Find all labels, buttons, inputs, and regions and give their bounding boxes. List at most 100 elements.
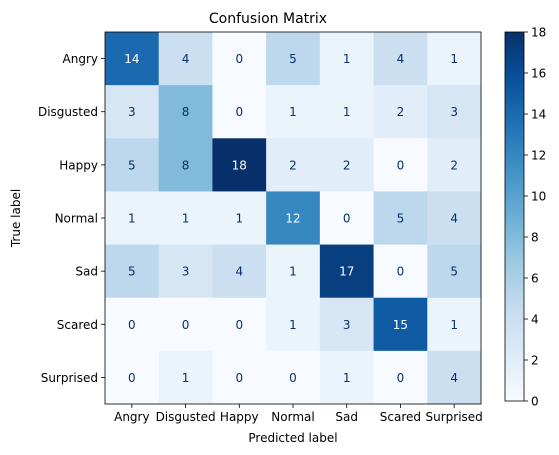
heatmap-cell xyxy=(158,32,213,86)
heatmap-cell xyxy=(266,350,321,405)
heatmap-cell-value: 3 xyxy=(182,265,190,279)
heatmap-cell-labels: 14 4 0 5 1 4 13 8 0 1 1 2 35 8 18 2 2 0 21 1 1 12 0 5 45 3 4 1 17 0 50… xyxy=(124,52,458,385)
x-tick-label: Surprised xyxy=(425,410,482,424)
heatmap-cell-value: 1 xyxy=(450,52,458,66)
heatmap-cell-value: 2 xyxy=(343,158,351,172)
heatmap-cell-value: 0 xyxy=(397,158,405,172)
chart-title: Confusion Matrix xyxy=(209,11,327,27)
colorbar-tick-label: 18 xyxy=(531,26,546,40)
y-axis-ticks: Angry Disgusted Happy Normal Sad Scared Surpri… xyxy=(38,52,105,385)
heatmap-cell-value: 4 xyxy=(450,371,458,385)
heatmap-cell xyxy=(427,191,482,246)
heatmap-cell xyxy=(105,350,160,405)
heatmap-cell-value: 2 xyxy=(289,158,297,172)
colorbar: 0 2 4 6 8 10 12 14 16 18 xyxy=(504,26,546,409)
heatmap-cell xyxy=(427,138,482,192)
heatmap-cell xyxy=(266,32,321,86)
heatmap-cell xyxy=(212,32,267,86)
heatmap-cell xyxy=(373,85,428,139)
heatmap-cell-value: 1 xyxy=(235,212,243,226)
heatmap-cell xyxy=(266,191,321,246)
heatmap-cell-value: 0 xyxy=(128,371,136,385)
y-axis-label: True label xyxy=(9,189,23,248)
heatmap-cell xyxy=(427,244,482,299)
colorbar-tick-label: 6 xyxy=(531,272,539,286)
heatmap-cell-value: 0 xyxy=(128,318,136,332)
colorbar-tick-label: 14 xyxy=(531,108,546,122)
heatmap-cell xyxy=(319,297,375,352)
heatmap-cell-value: 1 xyxy=(343,105,351,119)
heatmap-cell xyxy=(319,244,375,299)
heatmap-cell-value: 4 xyxy=(235,265,243,279)
heatmap-cell xyxy=(158,297,213,352)
heatmap-cell xyxy=(427,297,482,352)
heatmap-cell-value: 1 xyxy=(289,265,297,279)
heatmap-cell-value: 4 xyxy=(450,212,458,226)
heatmap-cell-value: 5 xyxy=(128,265,136,279)
heatmap-cell xyxy=(158,85,213,139)
heatmap-cell xyxy=(373,138,428,192)
x-tick-label: Disgusted xyxy=(156,410,216,424)
x-tick-label: Sad xyxy=(335,410,358,424)
y-tick-label: Sad xyxy=(75,265,98,279)
heatmap-cell-value: 5 xyxy=(397,212,405,226)
heatmap-cell xyxy=(373,32,428,86)
x-tick-label: Happy xyxy=(220,410,259,424)
colorbar-tick-label: 4 xyxy=(531,313,539,327)
heatmap-cell xyxy=(158,244,213,299)
heatmap-cell xyxy=(266,138,321,192)
heatmap-cell-value: 0 xyxy=(235,105,243,119)
colorbar-tick-label: 12 xyxy=(531,149,546,163)
heatmap-cell-value: 0 xyxy=(182,318,190,332)
heatmap-cell-value: 5 xyxy=(128,158,136,172)
y-tick-label: Angry xyxy=(63,52,98,66)
heatmap-cell xyxy=(319,85,375,139)
heatmap-cell xyxy=(158,191,213,246)
heatmap-cell-value: 0 xyxy=(397,371,405,385)
y-tick-label: Scared xyxy=(57,318,98,332)
heatmap-cell xyxy=(319,350,375,405)
heatmap-cell xyxy=(427,350,482,405)
heatmap-cell-value: 8 xyxy=(182,105,190,119)
heatmap-cell xyxy=(319,138,375,192)
y-tick-label: Surprised xyxy=(41,371,98,385)
x-tick-label: Angry xyxy=(114,410,149,424)
heatmap-cell-value: 4 xyxy=(397,52,405,66)
colorbar-ticks: 0 2 4 6 8 10 12 14 16 18 xyxy=(524,26,546,409)
y-tick-label: Normal xyxy=(55,212,98,226)
x-tick-label: Scared xyxy=(380,410,421,424)
heatmap-cell-value: 18 xyxy=(232,158,247,172)
heatmap-cell xyxy=(105,297,160,352)
colorbar-tick-label: 8 xyxy=(531,231,539,245)
heatmap-cell-value: 0 xyxy=(235,318,243,332)
heatmap-cell-value: 1 xyxy=(343,52,351,66)
heatmap-cell-value: 15 xyxy=(393,318,408,332)
heatmap-cell xyxy=(158,138,213,192)
heatmap-cell-value: 3 xyxy=(128,105,136,119)
heatmap-cell-value: 1 xyxy=(343,371,351,385)
heatmap-cell xyxy=(212,138,267,192)
y-tick-label: Happy xyxy=(59,158,98,172)
heatmap-cell-value: 3 xyxy=(343,318,351,332)
heatmap-cells xyxy=(105,32,482,405)
colorbar-tick-label: 10 xyxy=(531,190,546,204)
heatmap-cell-value: 4 xyxy=(182,52,190,66)
heatmap-cell-value: 12 xyxy=(285,212,300,226)
heatmap-cell-value: 2 xyxy=(397,105,405,119)
heatmap-cell-value: 0 xyxy=(235,52,243,66)
heatmap-cell xyxy=(212,350,267,405)
heatmap-cell xyxy=(427,32,482,86)
heatmap-cell-value: 1 xyxy=(450,318,458,332)
heatmap-cell-value: 0 xyxy=(289,371,297,385)
colorbar-tick-label: 16 xyxy=(531,67,546,81)
heatmap-cell xyxy=(319,191,375,246)
heatmap-cell-value: 5 xyxy=(450,265,458,279)
heatmap-cell xyxy=(105,138,160,192)
heatmap-cell xyxy=(266,244,321,299)
heatmap-cell xyxy=(105,191,160,246)
colorbar-tick-label: 0 xyxy=(531,395,539,409)
heatmap-cell xyxy=(158,350,213,405)
x-axis-label: Predicted label xyxy=(248,431,337,445)
heatmap-cell-value: 1 xyxy=(289,318,297,332)
